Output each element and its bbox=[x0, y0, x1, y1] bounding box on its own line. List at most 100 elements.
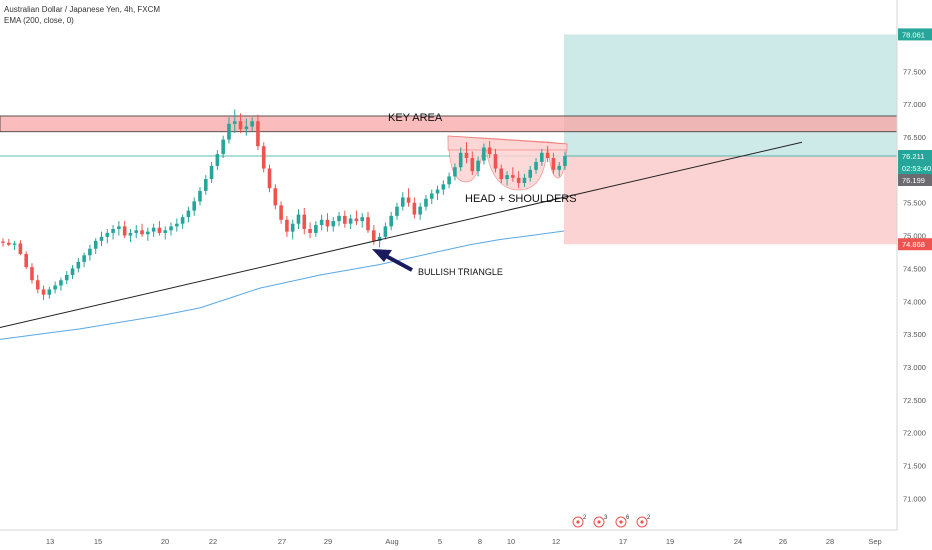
time-tick: 19 bbox=[666, 537, 674, 546]
candle bbox=[88, 244, 92, 261]
event-icon[interactable]: 6 bbox=[615, 515, 630, 528]
time-axis[interactable]: 13 15 20 22 27 29 Aug 5 8 10 12 17 19 24 26 28 Sep bbox=[0, 529, 897, 546]
candle bbox=[314, 221, 318, 237]
candle bbox=[267, 164, 272, 193]
candle bbox=[76, 257, 81, 273]
time-tick: 12 bbox=[552, 537, 560, 546]
candle bbox=[1, 238, 5, 247]
candle bbox=[93, 238, 98, 254]
candle bbox=[563, 151, 567, 170]
bullish-triangle-label: BULLISH TRIANGLE bbox=[418, 267, 503, 277]
candle bbox=[360, 213, 365, 228]
time-tick: 28 bbox=[826, 537, 834, 546]
candle bbox=[47, 286, 52, 299]
time-tick: 24 bbox=[734, 537, 742, 546]
event-icon[interactable]: 2 bbox=[636, 515, 651, 528]
candle bbox=[476, 156, 480, 177]
svg-text:76.211: 76.211 bbox=[902, 152, 924, 161]
candle bbox=[511, 167, 515, 182]
candle bbox=[250, 117, 254, 132]
key-area-rect[interactable] bbox=[0, 115, 898, 133]
candles-layer bbox=[1, 109, 567, 300]
candle bbox=[522, 173, 527, 187]
candle bbox=[348, 214, 353, 229]
bullish-arrow[interactable] bbox=[372, 249, 413, 272]
candle bbox=[424, 194, 428, 211]
time-tick: 15 bbox=[94, 537, 102, 546]
svg-text:74.868: 74.868 bbox=[902, 240, 925, 249]
candle bbox=[64, 271, 69, 285]
stop-zone[interactable] bbox=[564, 155, 897, 245]
candle bbox=[82, 252, 86, 268]
candle bbox=[175, 218, 179, 232]
candle bbox=[487, 140, 492, 159]
candle bbox=[319, 214, 324, 231]
svg-text:3: 3 bbox=[604, 515, 608, 521]
candle bbox=[429, 189, 434, 205]
countdown-badge: 02:53:40 bbox=[898, 161, 932, 174]
candle bbox=[41, 285, 46, 300]
candle bbox=[400, 192, 405, 211]
svg-text:2: 2 bbox=[647, 515, 651, 521]
head-shoulders-shape-4[interactable] bbox=[447, 135, 568, 151]
candle bbox=[111, 225, 115, 240]
candle bbox=[244, 118, 249, 136]
time-tick: 8 bbox=[478, 537, 482, 546]
candle bbox=[290, 219, 295, 240]
candle bbox=[366, 211, 370, 233]
svg-text:78.061: 78.061 bbox=[902, 30, 925, 39]
candle bbox=[395, 202, 399, 220]
event-icon[interactable]: 3 bbox=[593, 515, 608, 528]
price-tick: 72.000 bbox=[903, 429, 926, 438]
candle bbox=[117, 221, 121, 236]
bullish-trendline[interactable] bbox=[0, 141, 803, 329]
candle bbox=[389, 211, 393, 231]
candle bbox=[192, 197, 196, 216]
event-icon[interactable]: 2 bbox=[572, 515, 587, 528]
svg-text:76.199: 76.199 bbox=[902, 176, 925, 185]
price-tick: 71.500 bbox=[903, 462, 926, 471]
candle bbox=[482, 143, 486, 165]
time-tick: Sep bbox=[868, 537, 881, 546]
candle bbox=[516, 171, 521, 189]
candle bbox=[70, 265, 75, 279]
candle bbox=[99, 231, 104, 247]
stop-price-badge: 74.868 bbox=[898, 238, 932, 251]
candle bbox=[215, 150, 220, 170]
candle bbox=[209, 161, 214, 183]
candle bbox=[545, 146, 550, 162]
candle bbox=[273, 184, 278, 210]
time-tick: 5 bbox=[438, 537, 442, 546]
candle bbox=[221, 135, 225, 159]
candle bbox=[383, 222, 388, 240]
candle bbox=[528, 165, 533, 182]
candle bbox=[406, 188, 411, 207]
candle bbox=[302, 207, 307, 235]
price-tick: 74.000 bbox=[903, 297, 926, 306]
candle bbox=[53, 281, 57, 294]
ema-value-badge: 76.199 bbox=[898, 173, 932, 186]
candle bbox=[261, 142, 266, 173]
candle bbox=[354, 210, 359, 226]
price-tick: 74.500 bbox=[903, 264, 926, 273]
candle bbox=[557, 161, 562, 177]
candle bbox=[30, 263, 34, 284]
candle bbox=[256, 114, 260, 151]
candle bbox=[325, 213, 330, 232]
price-tick: 73.000 bbox=[903, 363, 926, 372]
candle bbox=[59, 277, 63, 291]
price-axis[interactable]: 77.50077.00076.50076.00075.50075.00074.5… bbox=[896, 0, 932, 530]
price-tick: 77.500 bbox=[903, 67, 926, 76]
symbol-title: Australian Dollar / Japanese Yen, 4h, FX… bbox=[4, 5, 161, 14]
target-zone[interactable] bbox=[564, 34, 897, 156]
candle bbox=[140, 223, 144, 237]
candle bbox=[540, 148, 544, 166]
candle bbox=[458, 147, 463, 172]
candle bbox=[337, 211, 341, 227]
svg-text:2: 2 bbox=[583, 515, 587, 521]
time-tick: 29 bbox=[324, 537, 332, 546]
indicator-legend[interactable]: EMA (200, close, 0) bbox=[4, 16, 74, 25]
candle bbox=[453, 163, 457, 181]
candle bbox=[180, 214, 185, 229]
